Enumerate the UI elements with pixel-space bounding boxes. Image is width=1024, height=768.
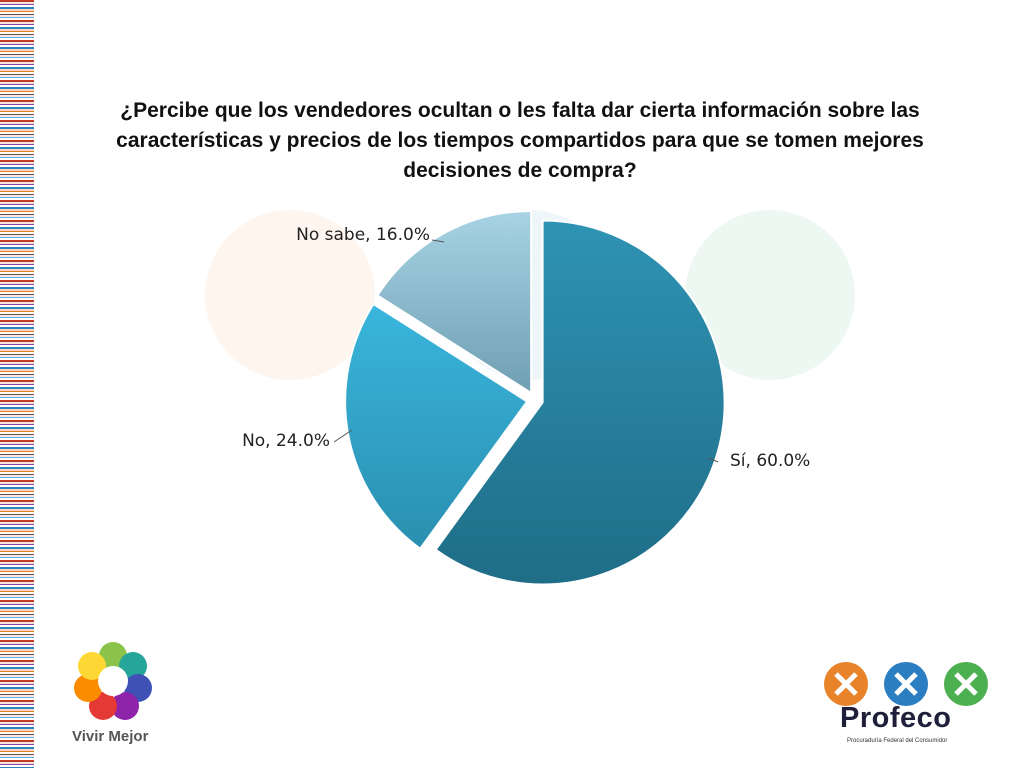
data-label: Sí, 60.0% xyxy=(730,451,810,471)
pie-slice-s- xyxy=(434,219,726,586)
profeco-subtitle: Procuraduría Federal del Consumidor xyxy=(847,738,948,744)
pie-slice-no-sabe xyxy=(376,209,533,395)
profeco-logo-icons xyxy=(824,662,988,706)
profeco-name: Profeco xyxy=(840,702,952,734)
vivir-mejor-text: Vivir Mejor xyxy=(72,728,149,745)
decorative-stripe-bar xyxy=(0,0,34,768)
chart-title: ¿Percibe que los vendedores ocultan o le… xyxy=(116,99,924,182)
leader-line xyxy=(333,429,353,443)
vivir-mejor-logo xyxy=(74,642,152,720)
data-label: No sabe, 16.0% xyxy=(296,225,430,245)
pie-slice-no xyxy=(344,302,529,551)
leader-line xyxy=(708,457,719,463)
leader-line xyxy=(431,239,445,243)
data-label: No, 24.0% xyxy=(242,431,330,451)
